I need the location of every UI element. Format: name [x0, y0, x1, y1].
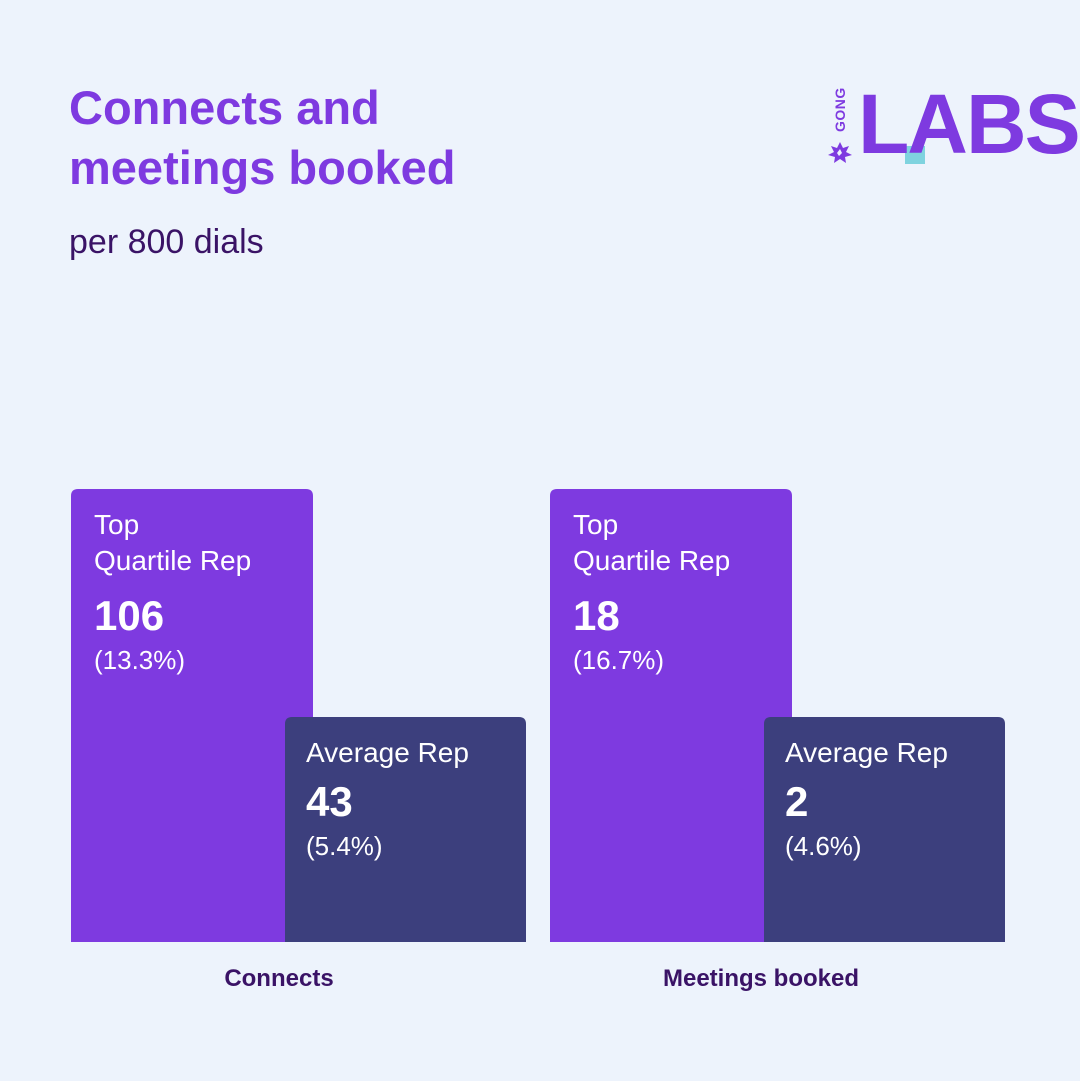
bar-value-label: 18: [573, 592, 620, 639]
chart-title-line-2: meetings booked: [69, 141, 456, 194]
gong-labs-logo: GONG LABS: [826, 77, 1080, 171]
chart-subtitle: per 800 dials: [69, 223, 264, 261]
bar-average: [285, 717, 526, 942]
bar-average: [764, 717, 1005, 942]
category-label: Connects: [224, 965, 333, 992]
bar-percent-label: (4.6%): [785, 831, 862, 861]
labs-wordmark: LABS: [858, 77, 1080, 171]
bar-percent-label: (13.3%): [94, 645, 185, 675]
gong-burst-icon: [828, 142, 852, 163]
bar-series-label: Top: [94, 509, 139, 540]
bar-series-label: Quartile Rep: [573, 545, 730, 576]
bar-percent-label: (16.7%): [573, 645, 664, 675]
beaker-accent: [905, 146, 925, 164]
chart-title: Connects and meetings booked: [69, 78, 456, 198]
bar-series-label: Average Rep: [785, 737, 948, 768]
bar-value-label: 2: [785, 778, 808, 825]
bar-series-label: Quartile Rep: [94, 545, 251, 576]
bar-series-label: Average Rep: [306, 737, 469, 768]
bar-percent-label: (5.4%): [306, 831, 383, 861]
bar-top-quartile: [71, 489, 313, 942]
bar-top-quartile: [550, 489, 792, 942]
category-label: Meetings booked: [663, 965, 859, 992]
chart-title-line-1: Connects and: [69, 81, 380, 134]
bar-value-label: 43: [306, 778, 353, 825]
bar-value-label: 106: [94, 592, 164, 639]
bar-series-label: Top: [573, 509, 618, 540]
